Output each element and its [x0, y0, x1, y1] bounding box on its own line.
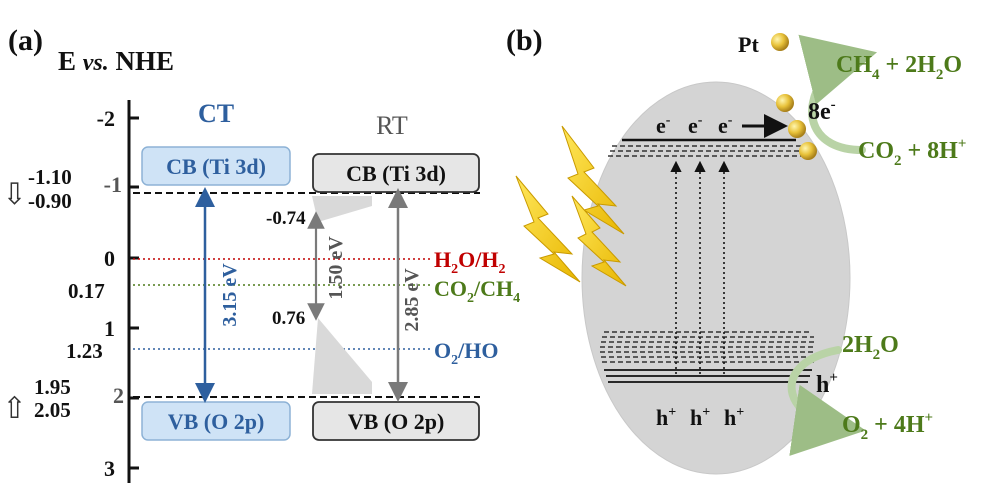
reduction-product: CH4 + 2H2O: [836, 52, 962, 83]
excitation-arrows: [670, 160, 730, 374]
level-cb-ct: -1.10: [28, 165, 72, 189]
oxidation-reactant: 2H2O: [842, 332, 899, 363]
axis-title: E vs. NHE: [58, 46, 174, 76]
ct-vb-label: VB (O 2p): [168, 409, 265, 434]
electron-label: e-: [718, 113, 733, 138]
rt-state-upper-value: -0.74: [266, 208, 306, 229]
level-co2-value: 0.17: [68, 279, 105, 303]
pt-particles: Pt: [738, 32, 817, 160]
lightning-bolt-icon: [571, 195, 627, 287]
panel-b-label: (b): [506, 24, 543, 57]
panel-a-label: (a): [8, 24, 43, 57]
reduction-curve-arrow: [798, 34, 878, 154]
electron-label: e-: [688, 113, 703, 138]
co2-potential-label: CO2/CH4: [434, 276, 520, 306]
rt-cb-label: CB (Ti 3d): [346, 161, 446, 186]
o2-potential-label: O2/HO: [434, 338, 498, 368]
ct-vb-box: [141, 401, 291, 441]
reduction-electrons: 8e-: [808, 97, 836, 125]
tick-label-0: 0: [104, 246, 115, 271]
ct-cb-label: CB (Ti 3d): [166, 154, 266, 179]
tick-label-2: 2: [113, 383, 124, 408]
hole-label: h+: [724, 405, 744, 430]
electron-label: e-: [656, 113, 671, 138]
level-vb-ct: 1.95: [34, 375, 71, 399]
lightning-bolt-icon: [561, 125, 625, 235]
level-vb-shift: 2.05: [34, 398, 71, 422]
level-cb-shift: -0.90: [28, 189, 72, 213]
pt-particle-icon: [771, 33, 789, 51]
pt-particle-icon: [799, 142, 817, 160]
rt-vb-label: VB (O 2p): [348, 409, 445, 434]
rt-gap-label: 2.85 eV: [401, 268, 423, 332]
tick-label-1: 1: [104, 316, 115, 341]
rt-upper-state-wedge: [312, 196, 372, 222]
conduction-band: [608, 138, 808, 157]
ct-cb-box: [141, 146, 291, 186]
light-icon: [515, 125, 627, 287]
tick-label-3: 3: [104, 456, 115, 481]
pt-label: Pt: [738, 32, 759, 57]
axis-ticks: -2 -1 0 1 2 3: [97, 106, 139, 481]
valence-band: [600, 331, 816, 383]
tick-label-minus-2: -2: [97, 106, 115, 131]
h2-potential-label: H2O/H2: [434, 247, 505, 277]
up-shift-arrow: ⇧: [2, 392, 27, 425]
ct-title: CT: [198, 99, 234, 128]
tick-label-minus-1: -1: [104, 172, 122, 197]
pt-particle-icon: [788, 120, 806, 138]
hole-label: h+: [690, 405, 710, 430]
hole-label: h+: [656, 405, 676, 430]
rt-vb-box: [312, 401, 480, 441]
oxidation-product: O2 + 4H+: [842, 410, 933, 443]
lightning-bolt-icon: [515, 175, 581, 283]
level-o2-value: 1.23: [66, 339, 103, 363]
oxidation-holes: h+: [816, 370, 838, 398]
panel-b: (b): [506, 24, 966, 475]
rt-state-lower-value: 0.76: [272, 308, 305, 329]
down-shift-arrow: ⇩: [2, 178, 27, 211]
pt-particle-icon: [776, 94, 794, 112]
oxidation-curve-arrow: [787, 346, 866, 456]
rt-lower-state-wedge: [312, 318, 372, 394]
rt-title: RT: [376, 111, 408, 140]
ct-gap-label: 3.15 eV: [219, 263, 241, 327]
rt-state-gap-label: 1.50 eV: [325, 236, 347, 300]
reduction-reactant: CO2 + 8H+: [858, 136, 966, 169]
panel-a: (a) E vs. NHE -2 -1 0 1 2 3 ⇩ -1.10 -0.9…: [2, 24, 520, 483]
